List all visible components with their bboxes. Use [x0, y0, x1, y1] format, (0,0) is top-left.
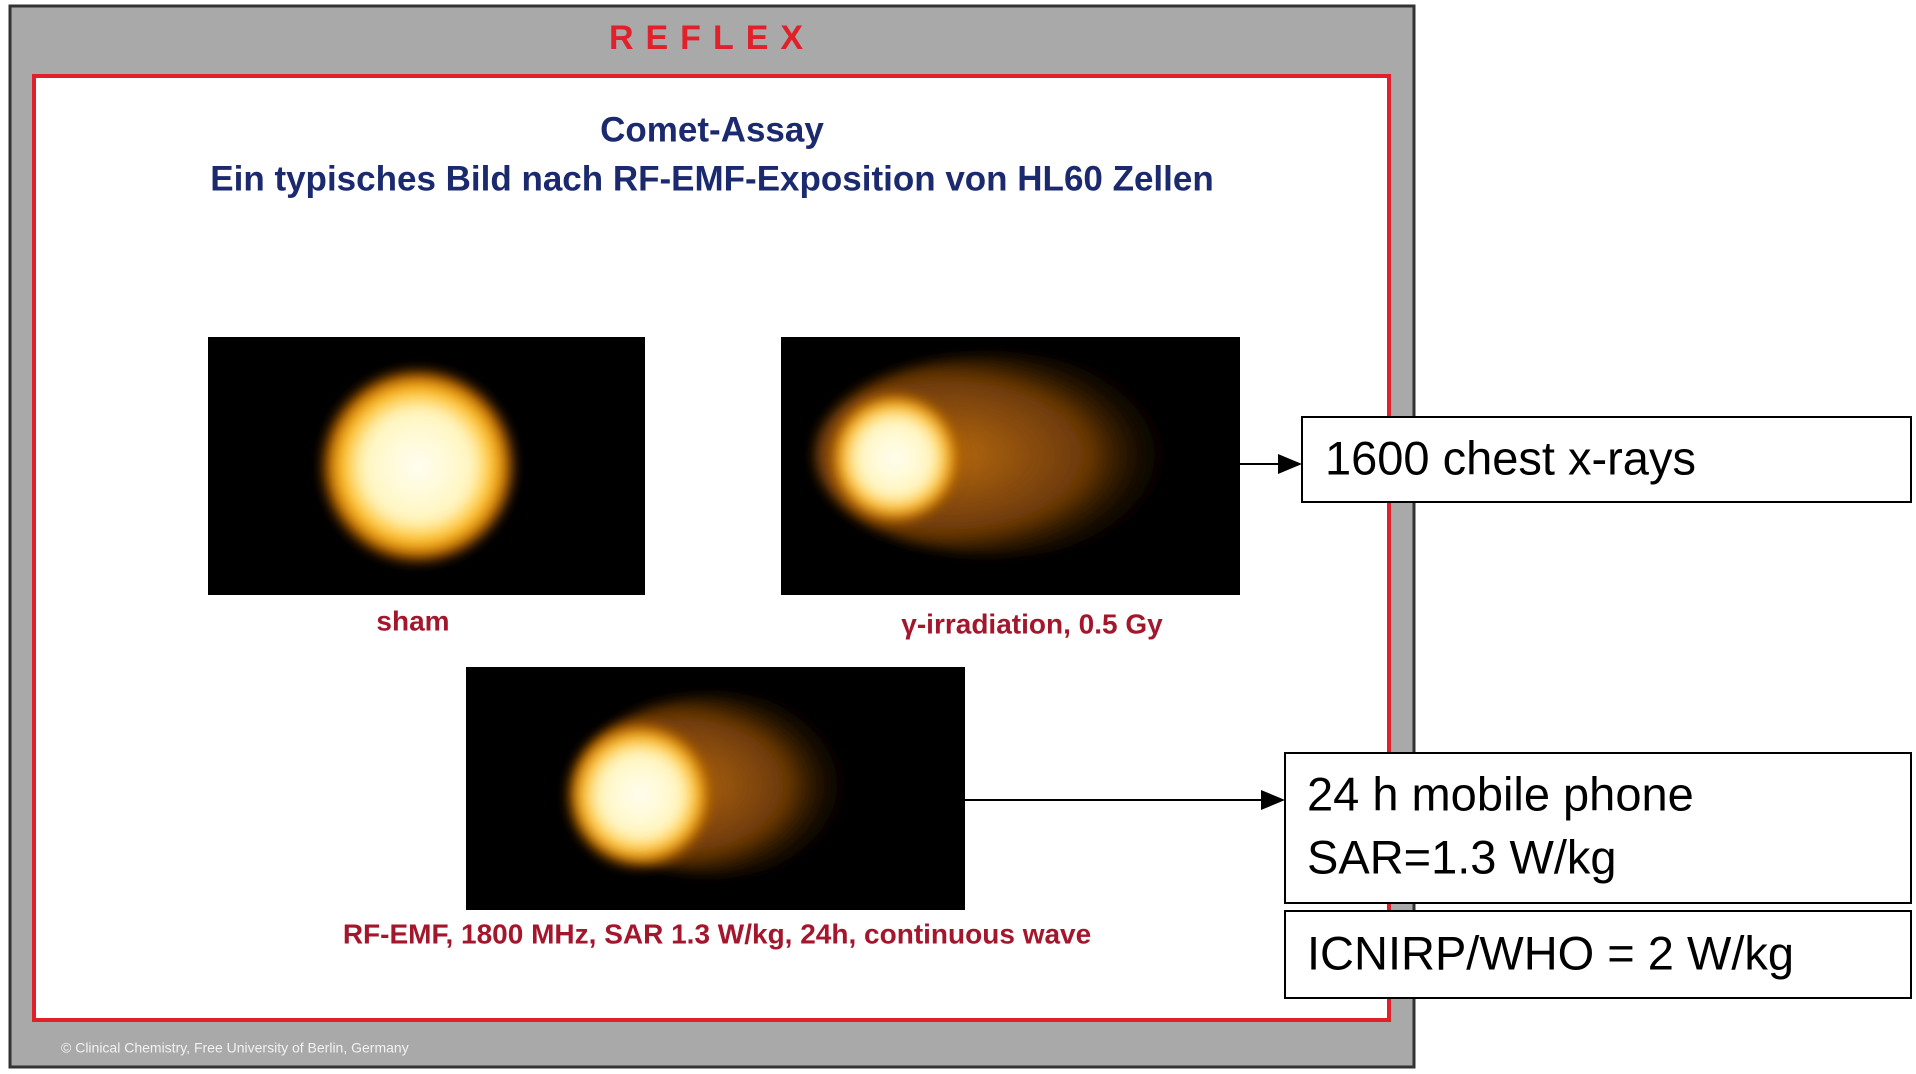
comet-head [827, 390, 963, 526]
slide-header: REFLEX [609, 19, 815, 57]
annotation-text: 24 h mobile phone [1307, 767, 1694, 820]
comet-head [565, 720, 715, 870]
slide-subtitle: Ein typisches Bild nach RF-EMF-Expositio… [210, 159, 1213, 198]
image-caption: RF-EMF, 1800 MHz, SAR 1.3 W/kg, 24h, con… [343, 918, 1091, 949]
annotation-text: SAR=1.3 W/kg [1307, 830, 1617, 883]
slide-footer: © Clinical Chemistry, Free University of… [61, 1040, 409, 1056]
page: REFLEX Comet-Assay Ein typisches Bild na… [0, 0, 1916, 1069]
annotation-text: ICNIRP/WHO = 2 W/kg [1307, 926, 1794, 979]
image-caption: γ-irradiation, 0.5 Gy [901, 608, 1163, 639]
slide-view: REFLEX Comet-Assay Ein typisches Bild na… [0, 0, 1916, 1069]
image-caption: sham [376, 605, 449, 636]
annotation-text: 1600 chest x-rays [1325, 431, 1696, 484]
slide-title: Comet-Assay [600, 110, 824, 149]
comet-head [318, 366, 518, 566]
